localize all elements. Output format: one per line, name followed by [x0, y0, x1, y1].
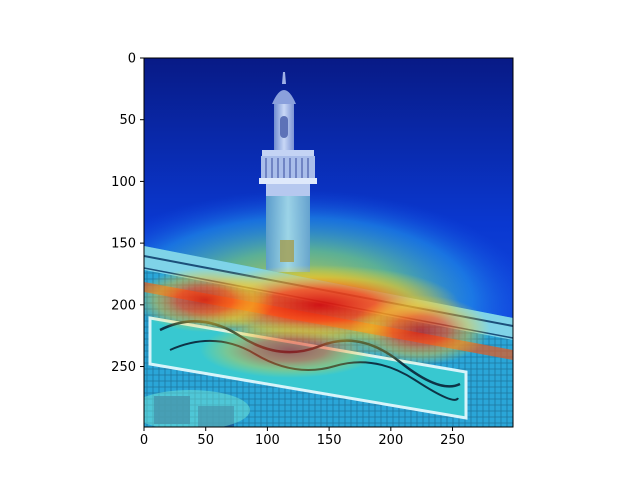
- plot-frame: [143, 57, 514, 428]
- x-tick-label: 0: [140, 433, 148, 448]
- cool-zone-lower-left: [144, 390, 250, 427]
- x-tick-label: 200: [378, 433, 403, 448]
- x-axis: 0 50 100 150 200 250: [140, 427, 465, 448]
- x-tick-label: 150: [317, 433, 342, 448]
- y-tick-label: 150: [111, 237, 136, 252]
- hotspot-left: [144, 268, 275, 332]
- y-tick-label: 250: [111, 360, 136, 375]
- x-tick-label: 50: [197, 433, 214, 448]
- y-tick-label: 50: [119, 113, 136, 128]
- minaret: [259, 72, 317, 272]
- plot-area: [144, 58, 513, 427]
- hotspot-right: [350, 295, 490, 365]
- y-tick-label: 100: [111, 175, 136, 190]
- y-tick-label: 200: [111, 298, 136, 313]
- y-axis: 0 50 100 150 200 250: [111, 52, 144, 375]
- hotspot-lower: [200, 322, 380, 378]
- y-tick-label: 0: [128, 52, 136, 67]
- x-tick-label: 250: [440, 433, 465, 448]
- x-tick-label: 100: [255, 433, 280, 448]
